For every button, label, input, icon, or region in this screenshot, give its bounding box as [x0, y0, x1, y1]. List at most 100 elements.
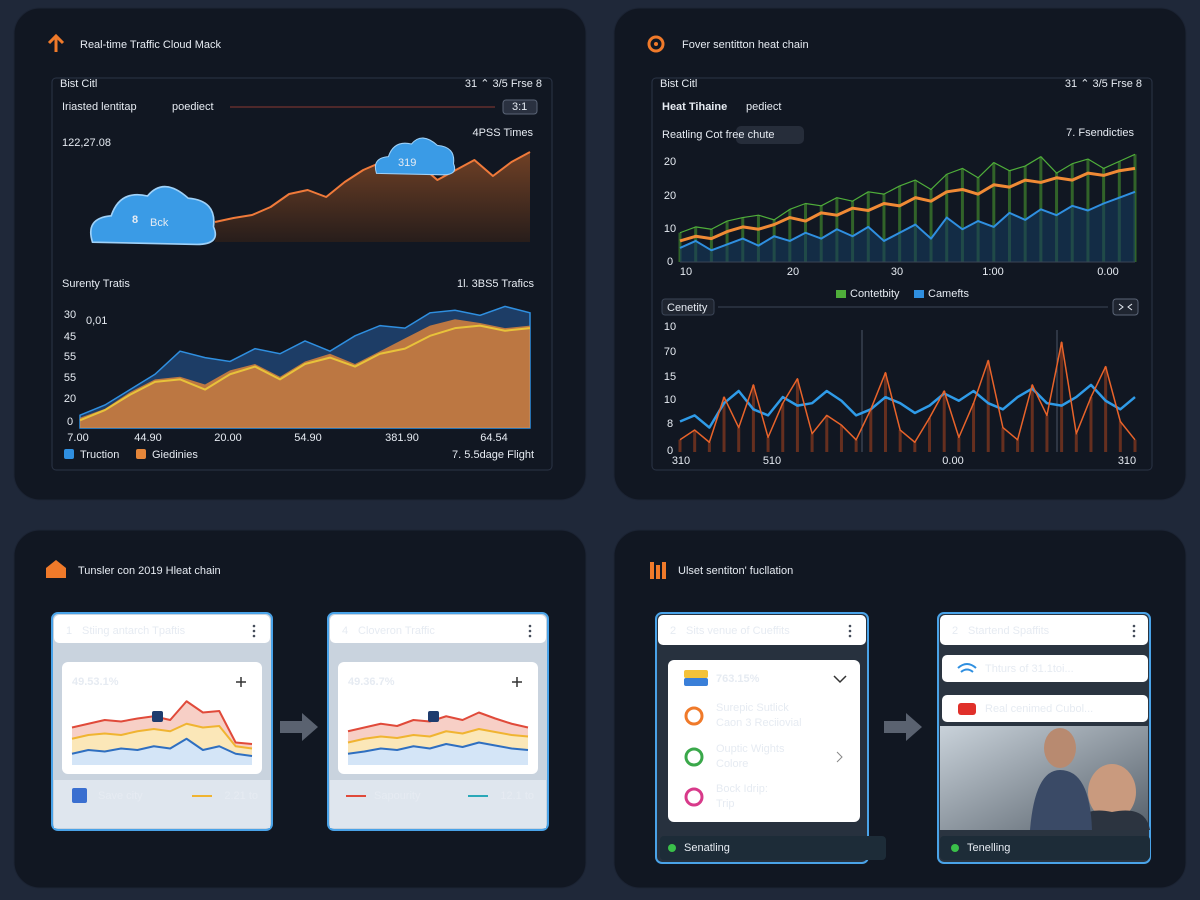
item-subtitle: Trip — [716, 798, 735, 810]
bar — [957, 437, 961, 452]
person — [1044, 728, 1076, 768]
icon-bars — [662, 562, 666, 579]
footer-value: 12.1 to — [500, 790, 534, 802]
item-icon — [684, 787, 704, 807]
wifi-icon — [957, 663, 977, 673]
series-line — [347, 741, 529, 755]
dropdown — [668, 660, 860, 822]
cloud-sub: Bck — [150, 217, 169, 229]
series-area — [72, 738, 252, 765]
badge-text: 3:1 — [512, 101, 527, 113]
y-tick-label: 0 — [667, 445, 673, 457]
icon-arrow — [47, 33, 65, 52]
frame-label: 31 ⌃ 3/5 Frse 8 — [1065, 78, 1142, 90]
x-tick-label: 64.54 — [480, 432, 508, 444]
bar — [1060, 342, 1064, 452]
y-tick-label: 10 — [664, 321, 676, 333]
series-area — [680, 191, 1135, 262]
card-footer — [54, 780, 270, 828]
card-header — [54, 615, 270, 643]
x-tick-label: 30 — [891, 266, 903, 278]
x-tick-label: 510 — [763, 455, 781, 467]
list-pill — [942, 695, 1148, 722]
item-icon — [684, 678, 708, 686]
y-tick-label: 55 — [64, 372, 76, 384]
item-subtitle: Caon 3 Reciiovial — [716, 717, 802, 729]
bar — [942, 391, 946, 452]
series-line — [79, 324, 531, 422]
bar — [883, 372, 887, 452]
card-footer — [660, 836, 886, 860]
x-tick-label: 10 — [680, 266, 692, 278]
item-subtitle: Colore — [716, 758, 748, 770]
y-tick-label: 10 — [664, 394, 676, 406]
chart-frame — [51, 77, 553, 471]
legend-swatch — [836, 290, 846, 298]
chart-note: 1l. 3BS5 Trafics — [457, 278, 535, 290]
menu-dots — [252, 629, 256, 633]
menu-dots — [1132, 634, 1136, 638]
card-title: Cloveron Traffic — [358, 625, 435, 637]
card-title: Startend Spaffits — [968, 625, 1050, 637]
series-line — [679, 153, 1136, 234]
series-line — [679, 190, 1136, 252]
menu-dots — [252, 624, 256, 628]
chip — [661, 298, 715, 316]
item-icon — [684, 670, 708, 678]
x-tick-label: 1:00 — [982, 266, 1003, 278]
cloud-shape — [374, 137, 456, 176]
legend-swatch — [914, 290, 924, 298]
plus-icon — [236, 677, 246, 687]
series-area — [80, 319, 530, 428]
chart-label: Heat Tihaine — [662, 101, 727, 113]
x-tick-label: 7.00 — [67, 432, 88, 444]
menu-dots — [1132, 624, 1136, 628]
dropdown-value: 763.15% — [716, 673, 760, 685]
legend-label: Giedinies — [152, 449, 198, 461]
x-tick-label: 20.00 — [214, 432, 242, 444]
big-value: 0,01 — [86, 315, 107, 327]
series-line — [71, 722, 253, 750]
bar — [992, 162, 996, 262]
bar — [1074, 433, 1078, 452]
y-tick-label: 0 — [667, 256, 673, 268]
chevron — [836, 751, 843, 763]
y-tick-label: 20 — [64, 393, 76, 405]
bar — [766, 437, 770, 452]
series-line — [71, 737, 253, 757]
bar — [898, 430, 902, 452]
card-footer — [330, 780, 546, 828]
big-value: 122,27.08 — [62, 137, 111, 149]
card-header — [330, 615, 546, 643]
list-item: Real cenimed Cubol... — [985, 703, 1093, 715]
y-tick-label: 70 — [664, 346, 676, 358]
footer-label: Senatling — [684, 842, 730, 854]
bar — [1118, 421, 1122, 452]
footer-label: Sapourity — [374, 790, 421, 802]
video-icon — [958, 703, 976, 715]
series-line — [679, 166, 1136, 243]
series-line — [679, 383, 1136, 429]
y-tick-label: 20 — [664, 190, 676, 202]
footer-value: 2.21 to — [224, 790, 258, 802]
card-header — [658, 615, 866, 645]
frame-label: Bist Citl — [60, 78, 97, 90]
list-item: Thturs of 31.1toi... — [985, 663, 1074, 675]
bar — [707, 442, 711, 452]
series-line — [214, 151, 531, 223]
bar — [722, 397, 726, 452]
x-tick-label: 0.00 — [1097, 266, 1118, 278]
x-tick-label: 54.90 — [294, 432, 322, 444]
chart-note: 7. Fsendicties — [1066, 127, 1134, 139]
card-title: Sits venue of Cueffits — [686, 625, 790, 637]
y-tick-label: 20 — [664, 156, 676, 168]
footer-icon — [72, 788, 87, 803]
item-title: Surepic Sutlick — [716, 702, 789, 714]
y-tick-label: 45 — [64, 331, 76, 343]
legend-label: Camefts — [928, 288, 969, 300]
frame-label: 31 ⌃ 3/5 Frse 8 — [465, 78, 542, 90]
card-value: 49.36.7% — [348, 676, 395, 688]
item-title: Ouptic Wights — [716, 743, 785, 755]
bar — [1023, 166, 1027, 262]
bar — [913, 442, 917, 452]
